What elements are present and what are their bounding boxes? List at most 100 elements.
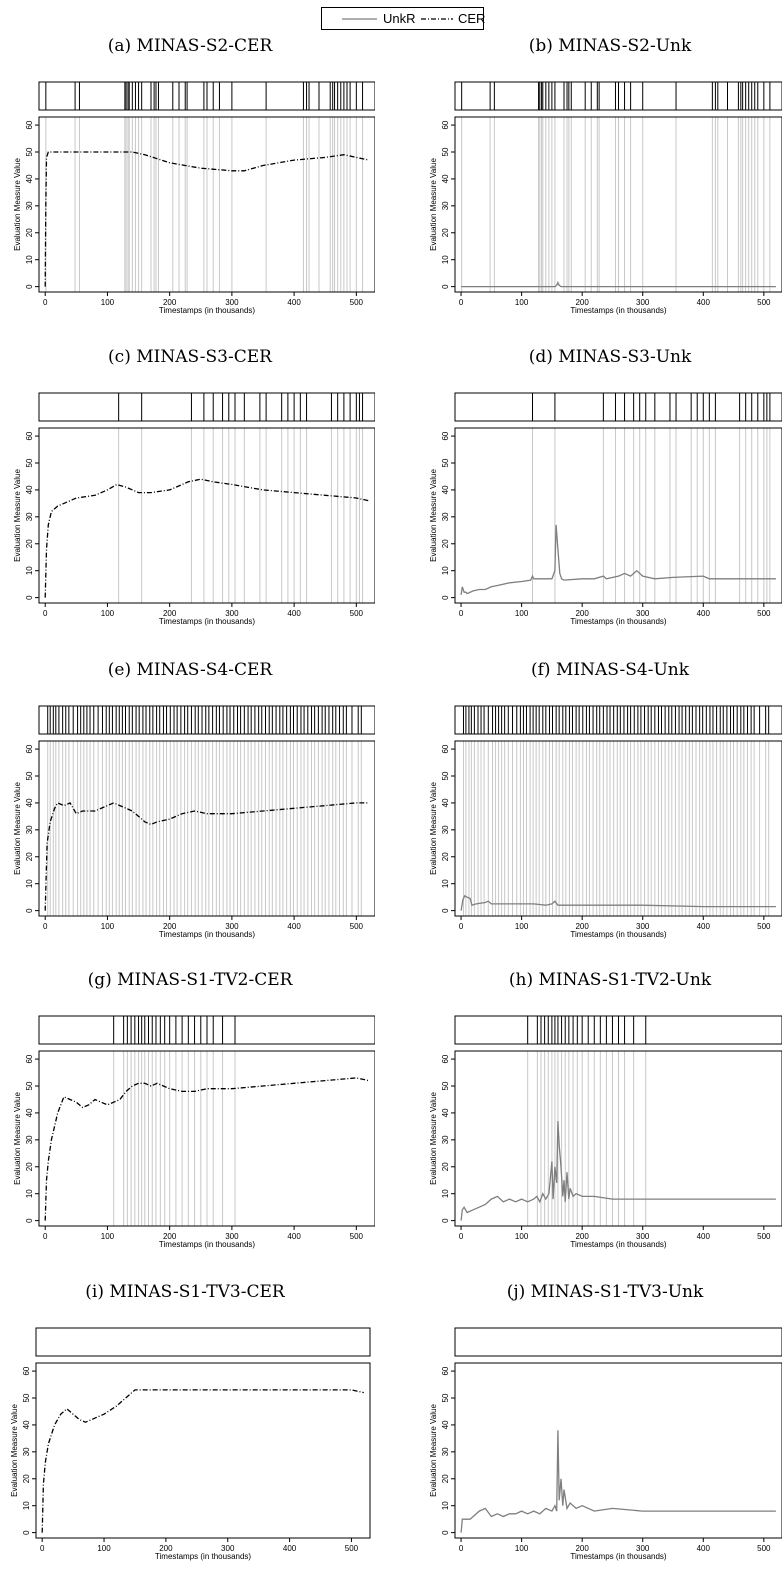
chart-i: 0 10 20 30 40 50 60 0 100 200 300 400 500 Timestamps …: [10, 1327, 371, 1561]
x-axis-label: Timestamps (in thousands): [159, 1240, 256, 1249]
x-tick-label: 200: [163, 298, 177, 307]
x-tick-label: 400: [287, 609, 301, 618]
y-axis-label: Evaluation Measure Value: [429, 158, 438, 251]
y-tick-label: 10: [441, 1189, 450, 1198]
x-tick-label: 100: [101, 1232, 115, 1241]
series-unkr-line: [461, 281, 776, 288]
panel-j: (j) MINAS-S1-TV3-Unk 0 10 20 30 40 50 60 0 100 20…: [420, 1282, 782, 1582]
y-tick-label: 20: [441, 539, 450, 548]
event-strip: [38, 392, 375, 422]
y-tick-label: 50: [441, 1393, 450, 1402]
series-cer-line: [41, 1389, 364, 1533]
plot-frame: [38, 116, 375, 293]
x-tick-label: 200: [575, 922, 589, 931]
x-tick-label: 400: [697, 922, 711, 931]
plot-frame: [454, 740, 782, 917]
x-tick-label: 500: [350, 1232, 364, 1241]
panel-h: (h) MINAS-S1-TV2-Unk 0 10 20 30 40 50 60 0 100 20…: [425, 970, 782, 1270]
chart-a: 0 10 20 30 40 50 60 0 100 200 300 400 500 Timestamps …: [13, 81, 375, 315]
x-tick-label: 0: [459, 1544, 464, 1553]
y-tick-label: 60: [441, 431, 450, 440]
chart-e: 0 10 20 30 40 50 60 0 100 200 300 400 500 Timestamps …: [13, 705, 375, 939]
y-axis-label: Evaluation Measure Value: [13, 158, 22, 251]
x-tick-label: 200: [163, 609, 177, 618]
x-tick-label: 300: [636, 1544, 650, 1553]
y-tick-label: 40: [441, 485, 450, 494]
y-tick-label: 40: [441, 1420, 450, 1429]
x-tick-label: 400: [697, 1544, 711, 1553]
chart-g: 0 10 20 30 40 50 60 0 100 200 300 400 500 Timestamps …: [13, 1015, 375, 1249]
y-tick-label: 10: [25, 255, 34, 264]
series-cer-line: [44, 802, 369, 911]
series-cer-line: [44, 478, 369, 598]
x-tick-label: 100: [515, 609, 529, 618]
chart-d: 0 10 20 30 40 50 60 0 100 200 300 400 500 Timestamps …: [429, 392, 782, 626]
panel-title: (j) MINAS-S1-TV3-Unk: [506, 1282, 704, 1302]
panel-g: (g) MINAS-S1-TV2-CER 0 10 20 30 40 50 60 0 100 20…: [5, 970, 375, 1270]
panel-title: (d) MINAS-S3-Unk: [528, 347, 692, 367]
x-tick-label: 0: [40, 1544, 45, 1553]
y-tick-label: 20: [441, 228, 450, 237]
series-unkr-line: [460, 524, 776, 595]
y-tick-label: 10: [441, 566, 450, 575]
y-tick-label: 40: [441, 798, 450, 807]
y-axis-label: Evaluation Measure Value: [13, 1092, 22, 1185]
panel-title: (a) MINAS-S2-CER: [107, 36, 273, 56]
y-tick-label: 60: [441, 744, 450, 753]
y-tick-label: 10: [22, 1501, 31, 1510]
x-tick-label: 0: [459, 298, 464, 307]
x-tick-label: 0: [43, 609, 48, 618]
y-tick-label: 0: [25, 1218, 34, 1223]
x-tick-label: 300: [636, 609, 650, 618]
x-tick-label: 500: [757, 298, 771, 307]
plot-frame: [454, 1362, 782, 1539]
x-tick-label: 0: [459, 922, 464, 931]
y-tick-label: 0: [441, 284, 450, 289]
x-tick-label: 300: [225, 1232, 239, 1241]
plot-frame: [38, 1050, 375, 1227]
y-tick-label: 0: [441, 1530, 450, 1535]
y-axis-label: Evaluation Measure Value: [13, 782, 22, 875]
x-axis-label: Timestamps (in thousands): [159, 306, 256, 315]
y-tick-label: 20: [441, 1474, 450, 1483]
panel-title: (c) MINAS-S3-CER: [108, 347, 272, 367]
y-tick-label: 10: [25, 566, 34, 575]
legend-unkr-label: UnkR: [383, 11, 416, 26]
x-tick-label: 400: [697, 1232, 711, 1241]
y-tick-label: 30: [441, 1135, 450, 1144]
x-axis-label: Timestamps (in thousands): [155, 1552, 252, 1561]
x-tick-label: 100: [515, 1232, 529, 1241]
panel-title: (i) MINAS-S1-TV3-CER: [85, 1282, 285, 1302]
chart-b: 0 10 20 30 40 50 60 0 100 200 300 400 500 Timestamps …: [429, 81, 782, 315]
plot-frame: [454, 1050, 782, 1227]
y-tick-label: 20: [441, 1162, 450, 1171]
y-tick-label: 40: [441, 174, 450, 183]
y-tick-label: 10: [441, 255, 450, 264]
x-tick-label: 0: [459, 1232, 464, 1241]
y-tick-label: 50: [441, 1081, 450, 1090]
chart-h: 0 10 20 30 40 50 60 0 100 200 300 400 500 Timestamps …: [429, 1015, 782, 1249]
x-tick-label: 200: [159, 1544, 173, 1553]
y-tick-label: 60: [25, 744, 34, 753]
x-tick-label: 500: [345, 1544, 359, 1553]
y-tick-label: 50: [22, 1393, 31, 1402]
x-tick-label: 0: [43, 1232, 48, 1241]
x-tick-label: 100: [515, 298, 529, 307]
y-tick-label: 20: [22, 1474, 31, 1483]
x-tick-label: 100: [515, 922, 529, 931]
y-tick-label: 10: [441, 1501, 450, 1510]
y-tick-label: 60: [25, 1054, 34, 1063]
y-tick-label: 30: [441, 512, 450, 521]
series-unkr-line: [460, 894, 776, 911]
x-tick-label: 300: [636, 298, 650, 307]
chart-c: 0 10 20 30 40 50 60 0 100 200 300 400 500 Timestamps …: [13, 392, 375, 626]
y-tick-label: 40: [25, 1108, 34, 1117]
series-unkr-line: [460, 1120, 776, 1221]
y-tick-label: 60: [441, 120, 450, 129]
x-axis-label: Timestamps (in thousands): [159, 617, 256, 626]
x-tick-label: 300: [221, 1544, 235, 1553]
y-tick-label: 30: [25, 512, 34, 521]
y-tick-label: 20: [25, 852, 34, 861]
y-tick-label: 20: [25, 539, 34, 548]
panel-title: (f) MINAS-S4-Unk: [530, 660, 690, 680]
